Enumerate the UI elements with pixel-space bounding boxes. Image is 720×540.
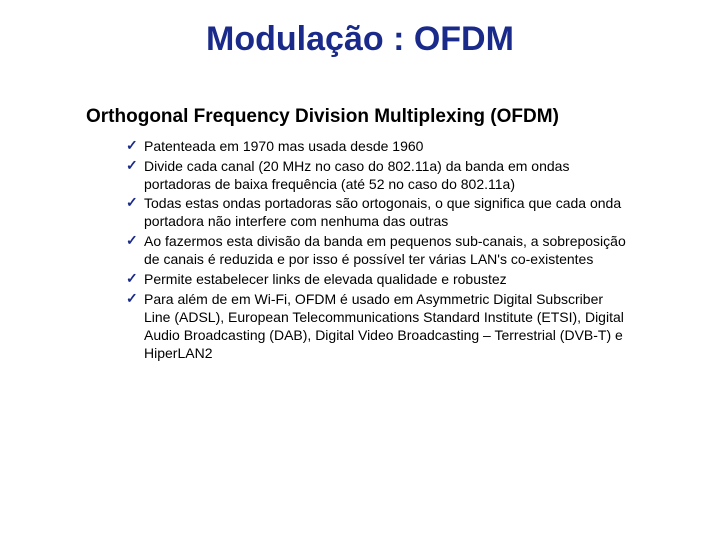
- check-icon: ✓: [126, 271, 138, 287]
- list-item: ✓ Patenteada em 1970 mas usada desde 196…: [126, 138, 630, 156]
- bullet-text: Ao fazermos esta divisão da banda em peq…: [144, 233, 626, 267]
- list-item: ✓ Permite estabelecer links de elevada q…: [126, 271, 630, 289]
- bullet-text: Para além de em Wi-Fi, OFDM é usado em A…: [144, 291, 624, 361]
- list-item: ✓ Divide cada canal (20 MHz no caso do 8…: [126, 158, 630, 194]
- slide: Modulação : OFDM Orthogonal Frequency Di…: [0, 0, 720, 540]
- bullet-text: Divide cada canal (20 MHz no caso do 802…: [144, 158, 569, 192]
- check-icon: ✓: [126, 291, 138, 307]
- slide-title: Modulação : OFDM: [50, 22, 670, 58]
- check-icon: ✓: [126, 233, 138, 249]
- check-icon: ✓: [126, 158, 138, 174]
- check-icon: ✓: [126, 195, 138, 211]
- list-item: ✓ Ao fazermos esta divisão da banda em p…: [126, 233, 630, 269]
- list-item: ✓ Para além de em Wi-Fi, OFDM é usado em…: [126, 291, 630, 363]
- bullet-text: Todas estas ondas portadoras são ortogon…: [144, 195, 621, 229]
- bullet-text: Patenteada em 1970 mas usada desde 1960: [144, 138, 423, 154]
- check-icon: ✓: [126, 138, 138, 154]
- bullet-list: ✓ Patenteada em 1970 mas usada desde 196…: [126, 138, 630, 363]
- bullet-text: Permite estabelecer links de elevada qua…: [144, 271, 507, 287]
- slide-subtitle: Orthogonal Frequency Division Multiplexi…: [86, 106, 670, 128]
- list-item: ✓ Todas estas ondas portadoras são ortog…: [126, 195, 630, 231]
